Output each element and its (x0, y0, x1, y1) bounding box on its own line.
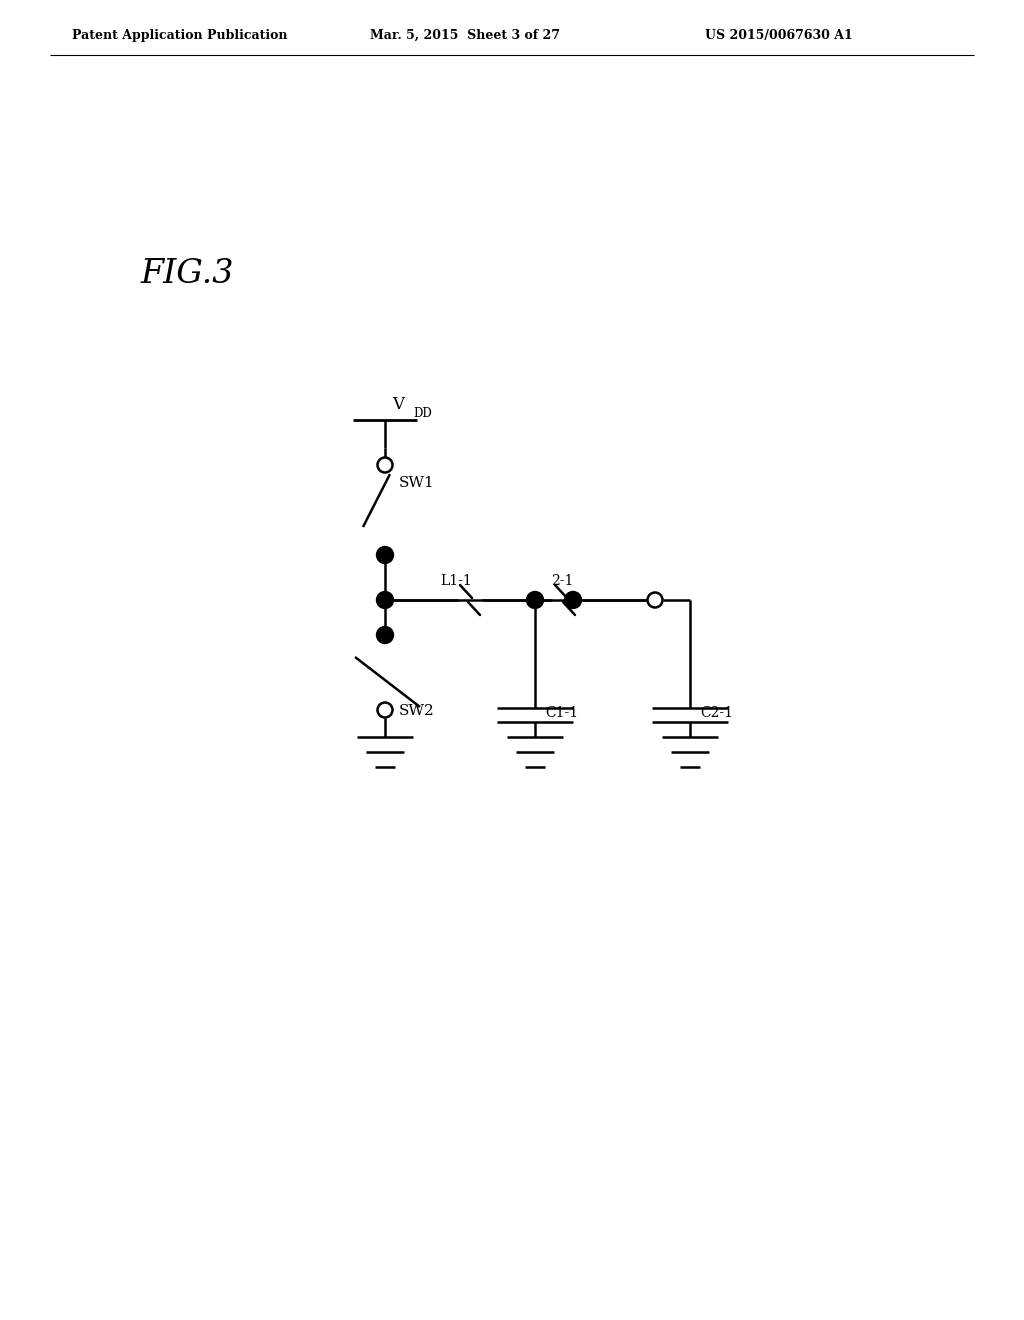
Circle shape (647, 593, 663, 607)
Text: C1-1: C1-1 (545, 706, 579, 719)
Circle shape (378, 702, 392, 718)
Circle shape (377, 627, 393, 644)
Text: DD: DD (413, 407, 432, 420)
Text: 2-1: 2-1 (551, 574, 573, 587)
Text: FIG.3: FIG.3 (140, 257, 233, 290)
Text: US 2015/0067630 A1: US 2015/0067630 A1 (705, 29, 853, 41)
Circle shape (564, 591, 582, 609)
Text: Patent Application Publication: Patent Application Publication (72, 29, 288, 41)
Circle shape (377, 546, 393, 564)
Circle shape (378, 458, 392, 473)
Text: L1-1: L1-1 (440, 574, 472, 587)
Text: V: V (392, 396, 404, 413)
Text: SW2: SW2 (399, 704, 435, 718)
Text: SW1: SW1 (399, 477, 435, 490)
Text: C2-1: C2-1 (700, 706, 733, 719)
Circle shape (526, 591, 544, 609)
Circle shape (377, 591, 393, 609)
Text: Mar. 5, 2015  Sheet 3 of 27: Mar. 5, 2015 Sheet 3 of 27 (370, 29, 560, 41)
